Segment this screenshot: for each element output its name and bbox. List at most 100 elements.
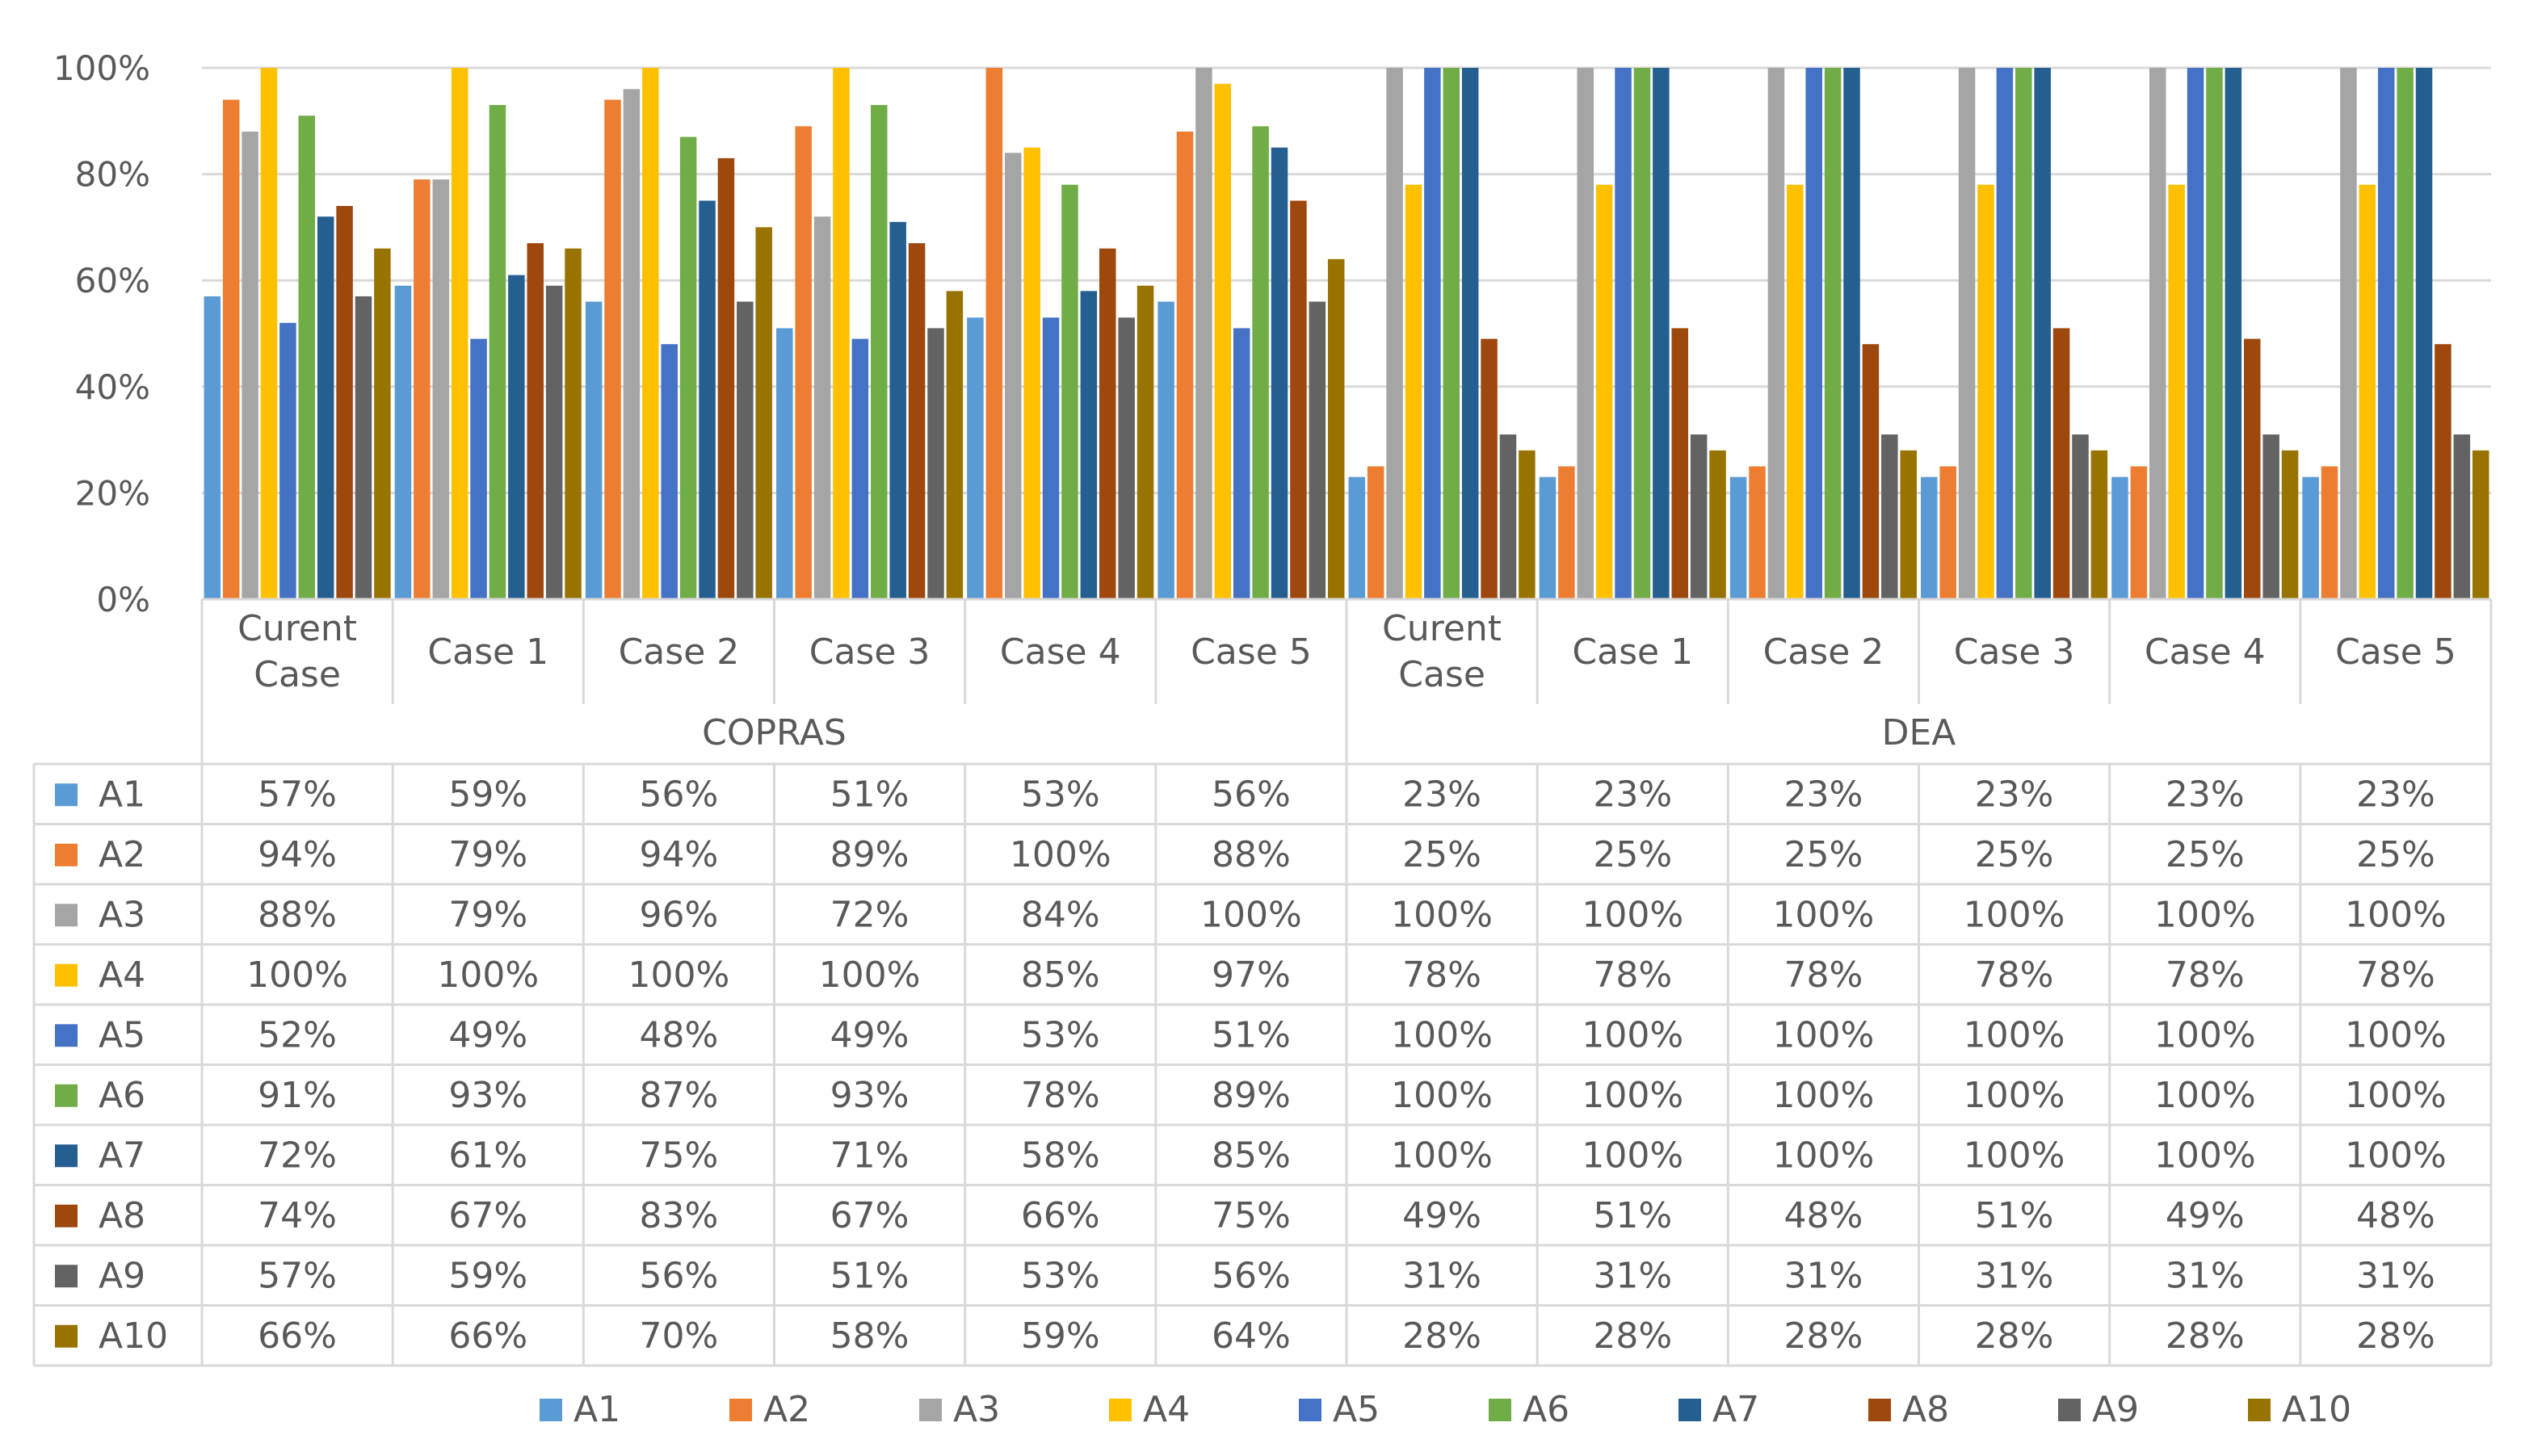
table-cell: 58% xyxy=(830,1315,910,1357)
table-series-label-a3: A3 xyxy=(99,894,145,935)
bar-a2-10 xyxy=(2130,466,2148,599)
bar-a4-1 xyxy=(451,68,468,599)
table-cell: 100% xyxy=(1964,894,2065,935)
table-legend-key-a1 xyxy=(55,783,78,807)
table-cell: 51% xyxy=(1975,1195,2054,1236)
bar-a9-0 xyxy=(355,296,372,599)
table-cell: 100% xyxy=(1582,894,1683,935)
table-cell: 56% xyxy=(640,1255,719,1296)
bar-a6-3 xyxy=(871,105,888,599)
table-cell: 74% xyxy=(258,1195,337,1236)
legend-swatch-a10 xyxy=(2248,1399,2271,1421)
table-cell: 59% xyxy=(448,774,527,815)
bar-a9-9 xyxy=(2072,434,2089,599)
table-cell: 59% xyxy=(448,1255,527,1296)
table-cell: 100% xyxy=(1391,894,1493,935)
table-legend-key-a6 xyxy=(55,1084,78,1107)
table-cell: 56% xyxy=(640,774,719,815)
table-cell: 100% xyxy=(2154,1135,2256,1176)
bar-a5-5 xyxy=(1233,328,1250,599)
table-cell: 79% xyxy=(448,894,527,935)
bar-a3-10 xyxy=(2149,68,2166,599)
bar-a3-4 xyxy=(1005,153,1022,599)
table-cell: 57% xyxy=(258,1255,337,1296)
legend-label-a7: A7 xyxy=(1712,1389,1759,1430)
table-cell: 67% xyxy=(830,1195,910,1236)
bar-a7-9 xyxy=(2034,68,2051,599)
bar-a4-11 xyxy=(2359,184,2376,599)
bar-a8-9 xyxy=(2052,328,2070,599)
table-cell: 87% xyxy=(640,1075,719,1116)
y-tick-label: 100% xyxy=(53,48,150,88)
table-cell: 64% xyxy=(1212,1315,1291,1357)
table-cell: 25% xyxy=(2356,834,2435,875)
bar-a5-1 xyxy=(470,338,487,599)
table-cell: 66% xyxy=(258,1315,337,1357)
bar-a3-7 xyxy=(1577,68,1594,599)
bar-a3-9 xyxy=(1958,68,1976,599)
table-cell: 78% xyxy=(2166,955,2245,996)
x-tick-label-copras-5: Case 5 xyxy=(1191,631,1312,673)
table-cell: 78% xyxy=(1402,955,1481,996)
table-cell: 100% xyxy=(2345,1135,2447,1176)
legend-label-a4: A4 xyxy=(1143,1389,1190,1430)
bar-a7-5 xyxy=(1271,147,1288,599)
bar-a6-2 xyxy=(679,136,697,600)
table-cell: 100% xyxy=(2345,1075,2447,1116)
table-cell: 51% xyxy=(1593,1195,1672,1236)
table-cell: 100% xyxy=(2345,894,2447,935)
x-tick-label-copras-0: Curent Case xyxy=(237,608,357,695)
table-series-label-a1: A1 xyxy=(99,774,145,815)
bar-a10-3 xyxy=(946,291,964,599)
bar-a6-6 xyxy=(1443,68,1460,599)
table-cell: 100% xyxy=(1773,894,1875,935)
table-cell: 100% xyxy=(437,955,539,996)
table-cell: 56% xyxy=(1212,1255,1291,1296)
bar-a8-10 xyxy=(2244,338,2261,599)
bar-a4-0 xyxy=(260,68,278,599)
table-cell: 28% xyxy=(2356,1315,2435,1357)
table-cell: 25% xyxy=(1975,834,2054,875)
table-cell: 75% xyxy=(640,1135,719,1176)
bar-a4-3 xyxy=(833,68,850,599)
bar-a10-1 xyxy=(565,248,582,599)
bar-a8-8 xyxy=(1862,344,1880,599)
bar-a8-6 xyxy=(1481,338,1498,599)
bar-a7-1 xyxy=(508,275,525,599)
bar-a6-4 xyxy=(1061,184,1078,599)
bar-a7-11 xyxy=(2415,68,2433,599)
table-cell: 48% xyxy=(640,1014,719,1055)
table-cell: 28% xyxy=(1593,1315,1672,1357)
x-tick-label-copras-4: Case 4 xyxy=(1000,631,1121,673)
bar-a8-3 xyxy=(908,243,926,599)
bar-a9-8 xyxy=(1881,434,1898,599)
table-series-label-a5: A5 xyxy=(99,1014,145,1055)
legend-label-a2: A2 xyxy=(763,1389,810,1430)
table-cell: 49% xyxy=(448,1014,527,1055)
bar-a9-4 xyxy=(1118,317,1135,599)
bar-a2-2 xyxy=(604,99,621,600)
table-cell: 100% xyxy=(2154,1014,2256,1055)
table-cell: 100% xyxy=(1582,1075,1683,1116)
bar-a9-11 xyxy=(2453,434,2471,599)
table-legend-key-a5 xyxy=(55,1024,78,1047)
table-cell: 88% xyxy=(258,894,337,935)
bar-a1-9 xyxy=(1921,476,1938,599)
table-series-label-a9: A9 xyxy=(99,1255,145,1296)
bar-a10-9 xyxy=(2090,450,2108,599)
table-cell: 71% xyxy=(830,1135,910,1176)
table-cell: 93% xyxy=(830,1075,910,1116)
bar-a9-7 xyxy=(1690,434,1708,599)
table-cell: 67% xyxy=(448,1195,527,1236)
y-tick-label: 0% xyxy=(96,580,150,619)
bar-a1-10 xyxy=(2111,476,2128,599)
bar-a4-2 xyxy=(642,68,659,599)
bar-a3-11 xyxy=(2340,68,2357,599)
table-cell: 78% xyxy=(1975,955,2054,996)
table-cell: 85% xyxy=(1212,1135,1291,1176)
table-cell: 23% xyxy=(1784,774,1863,815)
bar-a8-0 xyxy=(336,206,353,599)
table-cell: 23% xyxy=(2166,774,2245,815)
x-tick-label-dea-3: Case 3 xyxy=(1954,631,2075,673)
